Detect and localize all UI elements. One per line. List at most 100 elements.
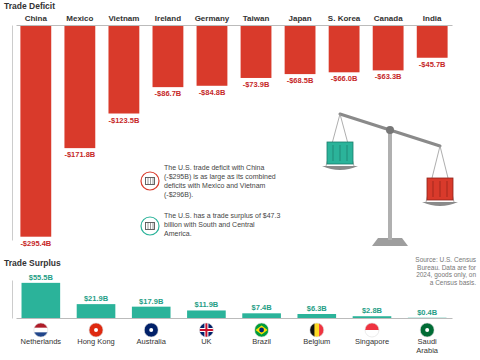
- flags: [34, 323, 434, 338]
- source-line: Source: U.S. Census: [415, 256, 476, 263]
- data-label: $11.9B: [195, 300, 219, 309]
- flag-disc: [259, 328, 264, 333]
- flag-body: [144, 323, 158, 337]
- balance-pivot: [386, 126, 394, 134]
- chart-svg: Trade Deficit-$295.4B-$171.8B-$123.5B-$8…: [0, 0, 480, 360]
- data-label: -$295.4B: [20, 239, 51, 248]
- data-label: $21.9B: [84, 294, 109, 303]
- flag-stripe: [310, 323, 315, 337]
- flag-stripe: [34, 328, 48, 333]
- balance-illustration: [322, 114, 458, 246]
- balance-pan-right: [422, 202, 458, 206]
- flag: [199, 323, 213, 337]
- flag-outline: [144, 323, 158, 337]
- data-label: $7.4B: [252, 303, 273, 312]
- x-tick: Brazil: [252, 318, 271, 346]
- icon-lines: [148, 223, 153, 230]
- x-axis-line: [17, 318, 453, 319]
- x-tick: Mexico: [66, 14, 93, 25]
- bars: [22, 283, 447, 318]
- flag-cross: [205, 323, 207, 337]
- icon-circle: [141, 217, 159, 235]
- x-tick-label: Canada: [374, 14, 403, 23]
- y-axis-line: [12, 26, 13, 241]
- bars: [20, 25, 447, 237]
- data-label: $55.5B: [29, 273, 54, 282]
- x-tick: China: [25, 14, 48, 25]
- flag-stripe: [34, 323, 48, 328]
- annotation-line: The U.S. has a trade surplus of $47.3: [164, 212, 280, 220]
- x-tick: Singapore: [355, 318, 389, 346]
- data-labels: $55.5B$21.9B$17.9B$11.9B$7.4B$6.3B$2.8B$…: [29, 273, 438, 317]
- x-axis-line: [17, 25, 453, 26]
- x-tick: SaudiArabia: [416, 318, 439, 355]
- annotation: The U.S. trade deficit with China (-$295B…: [164, 164, 276, 199]
- x-tick-label: UK: [201, 337, 211, 346]
- chart-title: Trade Surplus: [4, 258, 61, 268]
- bar: [108, 25, 139, 114]
- source-line: Bureau. Data are for: [417, 264, 477, 271]
- data-label: -$73.9B: [243, 80, 270, 89]
- data-label: $17.9B: [139, 297, 164, 306]
- data-label: $2.8B: [362, 306, 383, 315]
- x-tick: Ireland: [155, 14, 181, 25]
- x-tick: Australia: [137, 318, 167, 346]
- x-tick-label: Netherlands: [21, 337, 62, 346]
- annotation-line: The U.S. trade deficit with China: [164, 164, 264, 171]
- bar: [285, 25, 316, 74]
- bar: [329, 25, 360, 72]
- flag-stripe: [314, 323, 319, 337]
- data-label: -$68.5B: [287, 76, 314, 85]
- x-tick-label: Australia: [137, 337, 167, 346]
- flag-emblem: [149, 328, 153, 332]
- bar: [373, 25, 404, 70]
- flag-diamond: [256, 326, 268, 335]
- container-ribs-green: [333, 145, 347, 161]
- icon-box: [146, 223, 155, 230]
- data-label: -$63.3B: [375, 72, 402, 81]
- data-label: -$171.8B: [64, 150, 95, 159]
- bar: [20, 25, 51, 237]
- annotation-icon: [141, 217, 159, 235]
- flag-field: [255, 323, 269, 337]
- bar: [408, 317, 447, 318]
- balance-pan-left: [322, 166, 358, 170]
- flag-emblem: [425, 328, 429, 332]
- annotation-line: deficits with Mexico and Vietnam: [164, 182, 266, 189]
- x-tick: India: [423, 14, 442, 25]
- x-tick: S. Korea: [328, 14, 361, 25]
- x-axis: ChinaMexicoVietnamIrelandGermanyTaiwanJa…: [17, 14, 453, 26]
- annotation-line: (-$295B) is as large as its combined: [164, 173, 276, 181]
- flag-body: [199, 323, 213, 337]
- flag-outline: [199, 323, 213, 337]
- flag-field: [420, 323, 434, 337]
- icon-box: [146, 178, 155, 185]
- annotation-icon: [141, 172, 159, 190]
- x-tick-label: SaudiArabia: [416, 337, 439, 354]
- flag-outline: [89, 323, 103, 337]
- data-label: -$123.5B: [108, 116, 139, 125]
- annotation: The U.S. has a trade surplus of $47.3bil…: [164, 212, 280, 237]
- x-tick: Netherlands: [21, 318, 62, 346]
- x-tick: Taiwan: [243, 14, 270, 25]
- x-tick: Hong Kong: [77, 318, 115, 346]
- bar-chart-1: Trade Surplus $55.5B $21.9B $17.9B $11.9B $7.…: [4, 258, 453, 355]
- x-tick-label: Mexico: [66, 14, 93, 23]
- data-label: $0.4B: [417, 308, 438, 317]
- bar: [132, 307, 171, 318]
- flag-outline: [365, 323, 379, 337]
- balance-beam: [340, 114, 440, 146]
- y-axis: [12, 281, 13, 319]
- x-tick: Germany: [195, 14, 230, 25]
- bar: [187, 310, 226, 318]
- flag: [89, 323, 103, 337]
- flag-field: [89, 323, 103, 337]
- flag-emblem: [94, 328, 98, 332]
- icon-lines: [148, 178, 153, 185]
- flag-outline: [255, 323, 269, 337]
- x-tick: Canada: [374, 14, 403, 25]
- balance-strings-right: [426, 146, 454, 202]
- data-label: -$66.0B: [331, 74, 358, 83]
- bar: [353, 316, 392, 318]
- flag-body: [365, 323, 379, 338]
